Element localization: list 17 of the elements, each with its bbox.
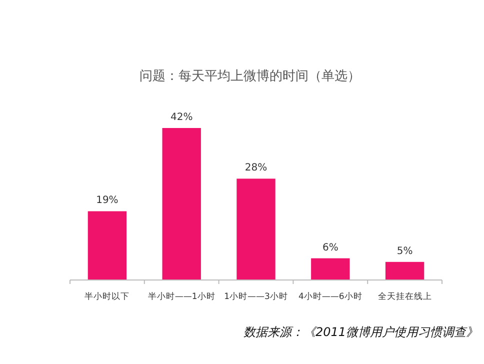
x-tick-label: 半小时——1小时 — [148, 291, 216, 302]
x-tick-label: 全天挂在线上 — [378, 291, 432, 302]
bar — [311, 258, 350, 280]
source-note: 数据来源：《2011微博用户使用习惯调查》 — [243, 325, 478, 339]
x-tick-label: 半小时以下 — [84, 291, 130, 302]
data-label: 28% — [244, 162, 268, 174]
bar — [385, 262, 424, 280]
data-label: 19% — [96, 195, 118, 206]
bar — [162, 128, 201, 280]
x-tick-label: 4小时——6小时 — [298, 291, 362, 302]
data-label: 6% — [322, 242, 338, 254]
chart-title: 问题：每天平均上微博的时间（单选） — [140, 69, 360, 84]
data-label: 5% — [396, 246, 413, 257]
bar — [236, 178, 276, 280]
bar — [88, 211, 127, 280]
x-tick-label: 1小时——3小时 — [224, 291, 288, 302]
data-label: 42% — [170, 112, 193, 123]
